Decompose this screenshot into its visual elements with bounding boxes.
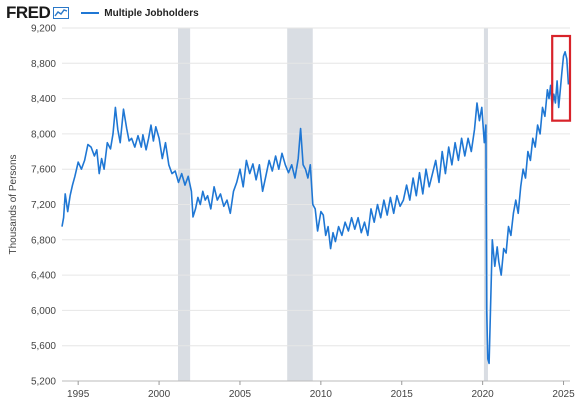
y-tick-label: 7,200 — [31, 200, 56, 211]
fred-line-chart-icon — [53, 7, 70, 19]
highlight-box — [551, 34, 572, 122]
chart-header: FRED Multiple Jobholders — [6, 3, 199, 23]
y-tick-label: 8,800 — [31, 59, 56, 70]
y-tick-label: 6,800 — [31, 235, 56, 246]
x-axis: 1995 2000 2005 2010 2015 2020 2025 — [67, 381, 575, 400]
y-tick-label: 6,000 — [31, 306, 56, 317]
x-tick-label: 1995 — [67, 389, 90, 400]
legend-label: Multiple Jobholders — [104, 7, 199, 19]
legend-swatch — [81, 12, 100, 14]
y-axis: 5,200 5,600 6,000 6,400 6,800 7,200 7,600 8,000… — [31, 24, 56, 388]
x-tick-label: 2000 — [148, 389, 171, 400]
legend: Multiple Jobholders — [81, 7, 199, 19]
y-tick-label: 5,600 — [31, 341, 56, 352]
y-tick-label: 5,200 — [31, 377, 56, 388]
x-tick-label: 2025 — [552, 389, 575, 400]
y-tick-label: 7,600 — [31, 165, 56, 176]
fred-logo[interactable]: FRED — [6, 3, 51, 22]
y-tick-label: 8,000 — [31, 129, 56, 140]
y-tick-label: 6,400 — [31, 271, 56, 282]
x-tick-label: 2010 — [310, 389, 333, 400]
x-tick-label: 2015 — [391, 389, 414, 400]
y-axis-label: Thousands of Persons — [8, 154, 19, 254]
y-tick-label: 8,400 — [31, 94, 56, 105]
x-tick-label: 2005 — [229, 389, 252, 400]
series-line-multiple-jobholders — [61, 51, 570, 365]
gridlines — [62, 27, 570, 382]
y-tick-label: 9,200 — [31, 24, 56, 35]
x-tick-label: 2020 — [472, 389, 495, 400]
